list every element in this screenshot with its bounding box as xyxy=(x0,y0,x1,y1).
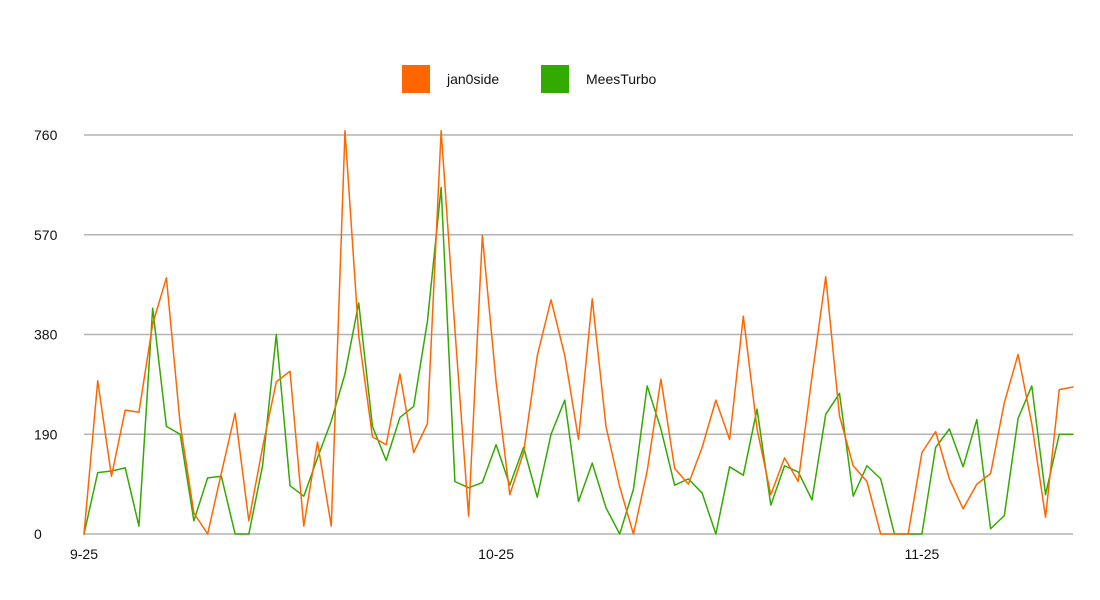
y-tick-label: 570 xyxy=(34,227,58,243)
x-tick-label: 9-25 xyxy=(70,546,98,562)
y-tick-label: 760 xyxy=(34,127,58,143)
y-axis-tick-labels: 0 190 380 570 760 xyxy=(34,127,58,542)
x-axis-tick-labels: 9-25 10-25 11-25 xyxy=(70,546,940,562)
legend-label: jan0side xyxy=(446,71,499,87)
series-line-jan0side xyxy=(83,130,1074,535)
x-tick-label: 11-25 xyxy=(905,546,940,562)
legend-swatch xyxy=(402,65,430,93)
legend-swatch xyxy=(541,65,569,93)
legend: jan0side MeesTurbo xyxy=(402,65,657,93)
legend-label: MeesTurbo xyxy=(586,71,657,87)
x-tick-label: 10-25 xyxy=(478,546,514,562)
legend-item-meesturbo: MeesTurbo xyxy=(541,65,657,93)
legend-item-jan0side: jan0side xyxy=(402,65,499,93)
y-tick-label: 380 xyxy=(34,327,58,343)
y-tick-label: 190 xyxy=(34,426,58,442)
series-line-meesturbo xyxy=(83,186,1074,535)
y-tick-label: 0 xyxy=(34,526,42,542)
grid-lines xyxy=(84,134,1073,435)
series-lines xyxy=(83,130,1074,535)
